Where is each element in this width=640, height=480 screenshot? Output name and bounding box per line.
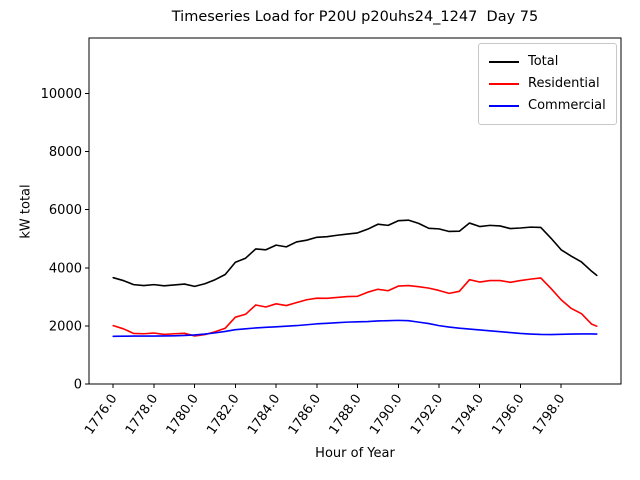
y-tick-label: 4000 xyxy=(49,261,82,276)
x-tick-label: 1796.0 xyxy=(489,392,527,438)
y-axis-label: kW total xyxy=(18,184,34,239)
x-tick-label: 1780.0 xyxy=(164,392,202,438)
x-tick-label: 1794.0 xyxy=(449,392,487,438)
axes-frame xyxy=(88,37,622,385)
x-tick-label: 1782.0 xyxy=(204,392,242,438)
x-tick-label: 1790.0 xyxy=(367,392,405,438)
x-tick-label: 1776.0 xyxy=(82,392,120,438)
legend-item-commercial: Commercial xyxy=(489,95,608,117)
x-axis-label: Hour of Year xyxy=(315,446,395,461)
legend-item-residential: Residential xyxy=(489,73,608,95)
residential-line-swatch xyxy=(489,83,519,85)
x-tick-label: 1784.0 xyxy=(245,392,283,438)
legend-label-commercial: Commercial xyxy=(528,98,606,113)
y-tick-label: 10000 xyxy=(41,87,82,102)
legend-label-total: Total xyxy=(528,54,559,69)
y-tick-label: 8000 xyxy=(49,145,82,160)
series-line-residential xyxy=(112,277,598,337)
x-tick-label: 1792.0 xyxy=(408,392,446,438)
x-tick-label: 1788.0 xyxy=(326,392,364,438)
y-tick-label: 6000 xyxy=(49,203,82,218)
total-line-swatch xyxy=(489,61,519,63)
series-line-commercial xyxy=(112,319,598,338)
commercial-line-swatch xyxy=(489,105,519,107)
legend-item-total: Total xyxy=(489,51,608,73)
series-line-total xyxy=(112,219,598,288)
x-tick-label: 1798.0 xyxy=(530,392,568,438)
legend-label-residential: Residential xyxy=(528,76,600,91)
x-tick-label: 1786.0 xyxy=(286,392,324,438)
y-tick-label: 2000 xyxy=(49,319,82,334)
x-tick-label: 1778.0 xyxy=(123,392,161,438)
chart-title: Timeseries Load for P20U p20uhs24_1247 D… xyxy=(171,9,539,25)
legend: Total Residential Commercial xyxy=(478,43,617,125)
y-tick-label: 0 xyxy=(74,378,82,393)
